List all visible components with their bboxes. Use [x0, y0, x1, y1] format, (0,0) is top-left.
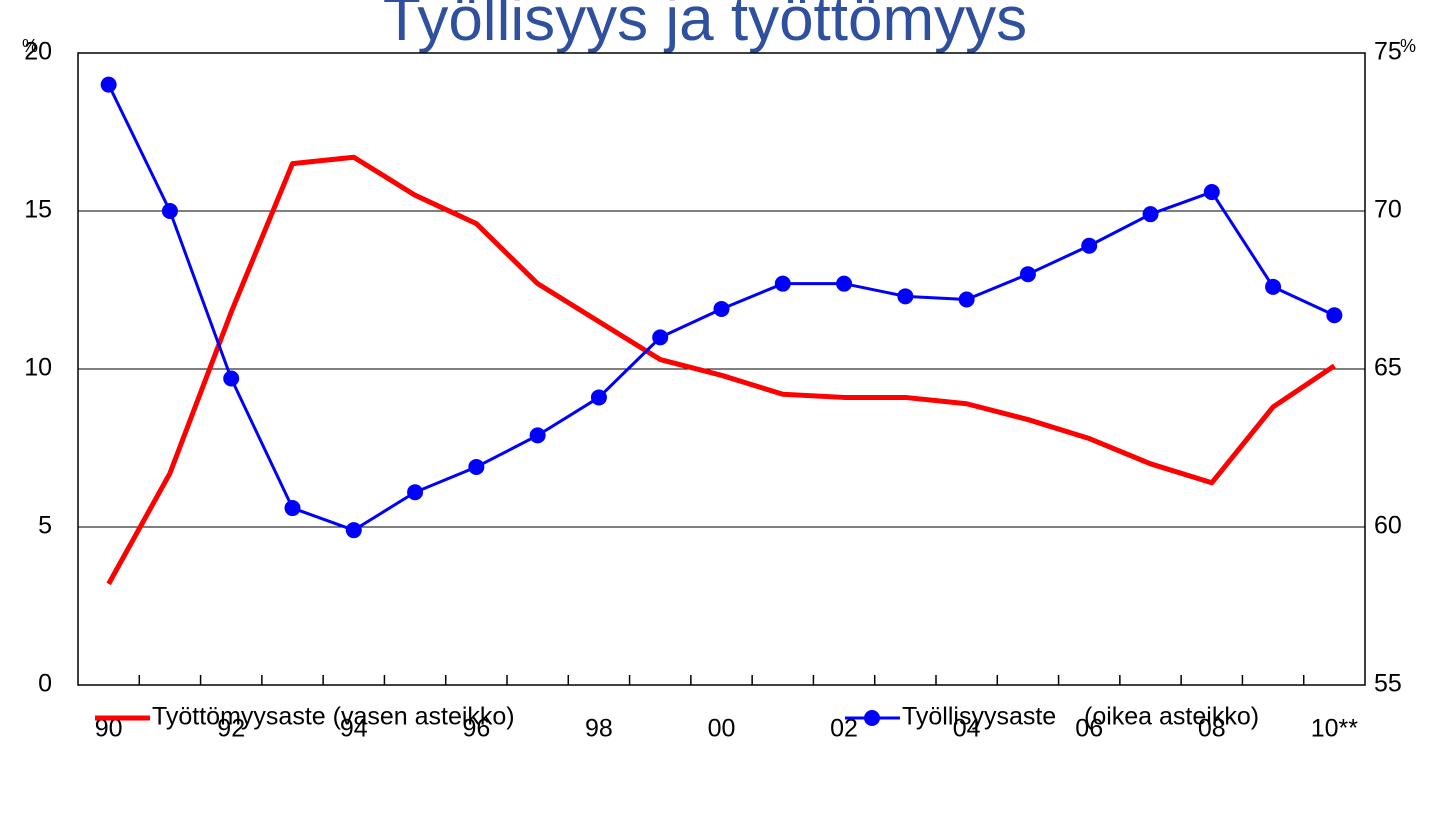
x-tick-label: 96: [462, 715, 490, 743]
y2-axis-unit: %: [1400, 36, 1416, 56]
x-tick-label: 98: [585, 715, 613, 743]
point-marker: [836, 275, 853, 292]
point-marker: [161, 203, 178, 219]
point-marker: [1203, 184, 1220, 201]
y-tick-label: 15: [24, 196, 52, 224]
x-tick-label: 04: [953, 715, 981, 743]
y-tick-label: 20: [24, 38, 52, 66]
chart-title: Työllisyys ja työttömyys: [383, 0, 1027, 54]
point-marker: [958, 291, 975, 308]
point-marker: [407, 484, 424, 501]
plot-frame: [77, 52, 1366, 686]
y2-tick-label: 70: [1374, 196, 1402, 224]
legend-label: Työllisyysaste (oikea asteikko): [902, 703, 1259, 731]
series-line: [106, 154, 1336, 586]
point-marker: [1265, 278, 1282, 295]
point-marker: [1326, 307, 1343, 324]
y-tick-label: 0: [38, 670, 52, 698]
point-marker: [1019, 266, 1036, 283]
point-marker: [345, 522, 362, 539]
point-marker: [1081, 237, 1098, 254]
point-marker: [468, 458, 485, 475]
y2-tick-label: 60: [1374, 512, 1402, 540]
x-tick-label: 94: [340, 715, 368, 743]
point-marker: [284, 500, 301, 517]
point-marker: [223, 370, 240, 387]
point-marker: [590, 389, 607, 406]
x-tick-label: 10**: [1311, 715, 1359, 743]
legend-label: Työttömyysaste (vasen asteikko): [152, 703, 515, 731]
point-marker: [713, 300, 730, 317]
point-marker: [1142, 206, 1159, 223]
point-marker: [897, 288, 914, 305]
point-marker: [529, 427, 546, 444]
y2-tick-label: 75: [1374, 38, 1402, 66]
point-marker: [774, 275, 791, 292]
point-marker: [100, 76, 117, 93]
legend-marker: [864, 710, 880, 726]
y-axis-unit: %: [22, 36, 38, 56]
y2-tick-label: 55: [1374, 670, 1402, 698]
x-tick-label: 92: [217, 715, 245, 743]
y-tick-label: 5: [38, 512, 52, 540]
point-marker: [652, 329, 669, 346]
x-tick-label: 00: [708, 715, 736, 743]
y-tick-label: 10: [24, 354, 52, 382]
x-tick-label: 08: [1198, 715, 1226, 743]
y2-tick-label: 65: [1374, 354, 1402, 382]
x-tick-label: 06: [1075, 715, 1103, 743]
